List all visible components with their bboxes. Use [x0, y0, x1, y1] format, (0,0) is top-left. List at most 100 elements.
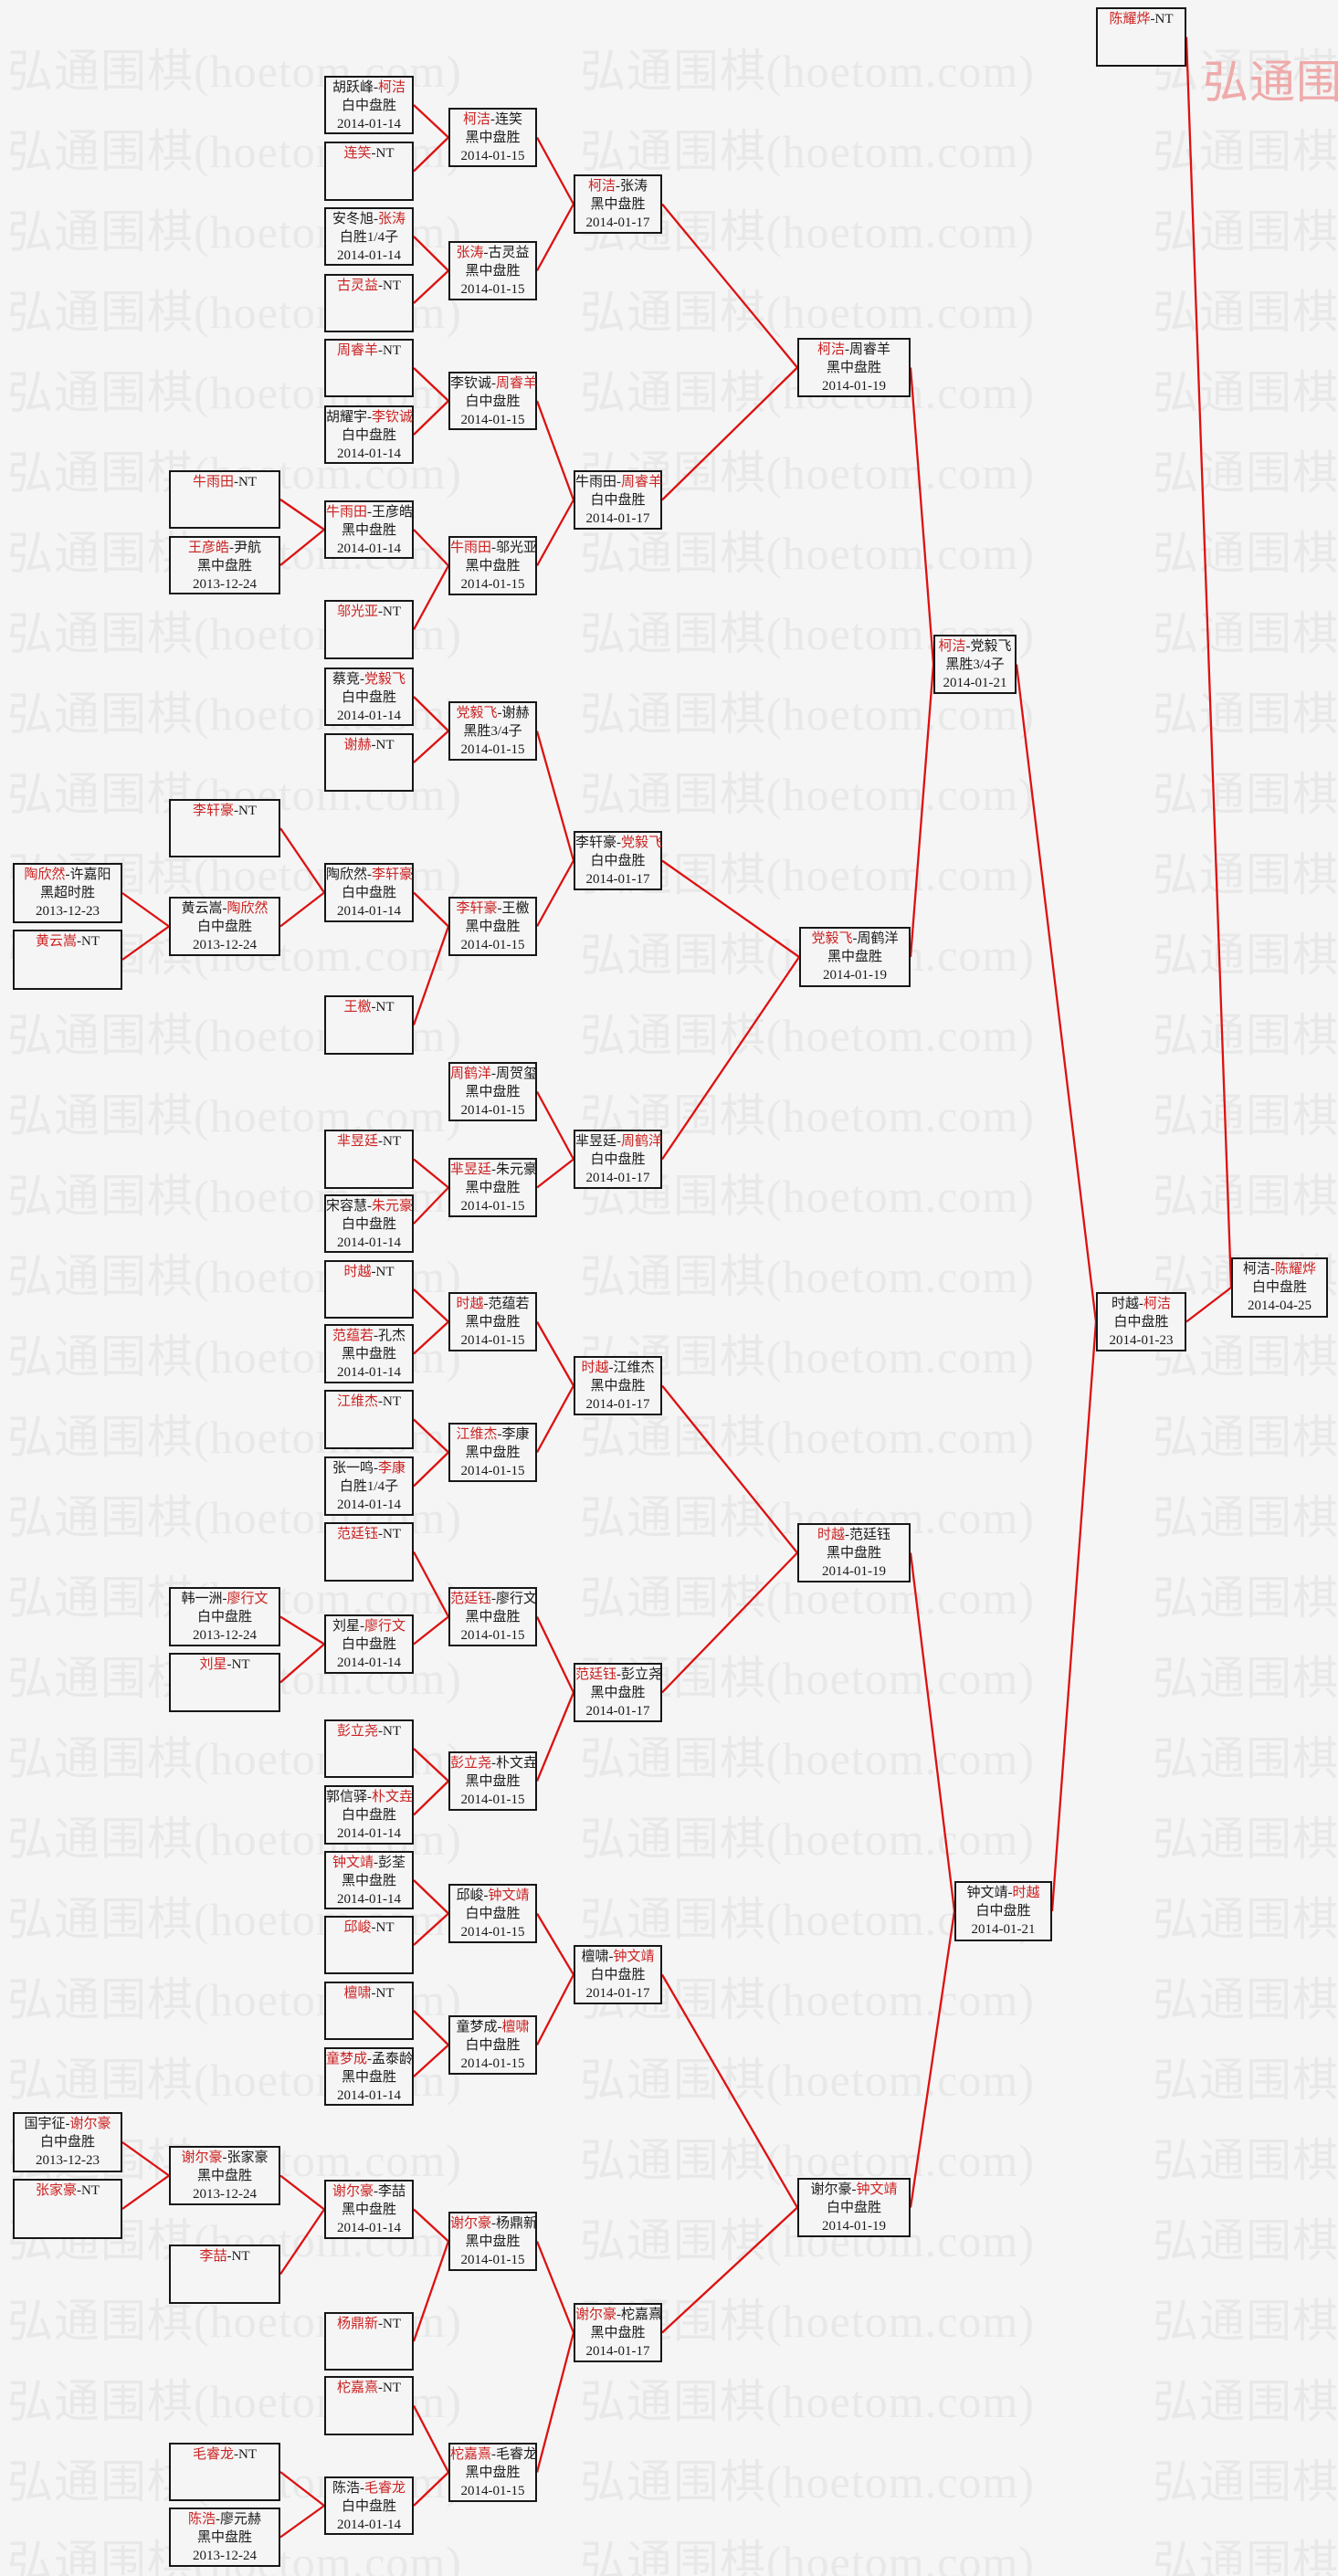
match-box: 檀啸-NT — [324, 1982, 414, 2040]
bracket-connector — [413, 1879, 449, 1915]
player-name: 时越 — [1012, 1886, 1040, 1900]
match-players: 柁嘉熹-NT — [326, 2379, 412, 2397]
match-box: 时越-江维杰 黑中盘胜 2014-01-17 — [574, 1356, 662, 1415]
match-players: 宋容慧-朱元豪 — [326, 1197, 413, 1215]
match-result: 黑中盘胜 — [341, 2070, 396, 2085]
player-separator: - — [483, 246, 489, 260]
player-name: 谢赫 — [501, 706, 530, 720]
match-result: 黑中盘胜 — [465, 264, 521, 279]
player-name: 黄云嵩 — [181, 901, 223, 916]
player-separator: - — [616, 836, 622, 850]
player-name: 党毅飞 — [364, 672, 406, 687]
match-box: 毛睿龙-NT — [169, 2443, 280, 2501]
bracket-connector — [535, 2332, 575, 2473]
match-box: 邱峻-NT — [324, 1916, 414, 1974]
match-date: 2014-01-19 — [823, 968, 887, 983]
match-date: 2014-01-17 — [585, 872, 650, 887]
match-date: 2013-12-24 — [193, 577, 257, 592]
player-name: 周睿羊 — [496, 376, 538, 391]
player-name: 周睿羊 — [849, 342, 891, 357]
match-box: 张家豪-NT — [13, 2179, 122, 2239]
no-opponent-label: NT — [238, 475, 257, 489]
match-date: 2014-01-23 — [1109, 1333, 1174, 1348]
bracket-connector — [413, 529, 449, 567]
player-separator: - — [491, 1162, 497, 1177]
player-name: 范廷钰 — [450, 1592, 492, 1606]
match-result: 白胜1/4子 — [339, 1479, 399, 1494]
match-box: 檀啸-钟文靖 白中盘胜 2014-01-17 — [574, 1945, 662, 2004]
match-players: 范蕴若-孔杰 — [326, 1327, 412, 1345]
match-date: 2014-01-17 — [585, 216, 650, 230]
match-date: 2014-01-15 — [460, 1628, 525, 1643]
match-box: 时越-NT — [324, 1260, 414, 1319]
match-box: 党毅飞-周鹤洋 黑中盘胜 2014-01-19 — [799, 927, 911, 987]
match-box: 牛雨田-王彦皓 黑中盘胜 2014-01-14 — [324, 500, 414, 559]
match-date: 2014-01-14 — [337, 1826, 401, 1841]
bracket-connector — [412, 1551, 450, 1618]
bracket-connector — [121, 925, 170, 961]
player-name: 廖元赫 — [220, 2512, 262, 2527]
match-date: 2014-01-19 — [822, 1564, 886, 1579]
match-box: 时越-范廷钰 黑中盘胜 2014-01-19 — [797, 1523, 911, 1582]
no-opponent-label: NT — [375, 1920, 395, 1935]
player-separator: - — [616, 179, 620, 194]
match-box: 党毅飞-谢赫 黑胜3/4子 2014-01-15 — [448, 701, 537, 761]
match-date: 2014-01-14 — [337, 904, 401, 919]
player-name: 谢尔豪 — [332, 2184, 374, 2199]
no-opponent-label: NT — [383, 1724, 401, 1739]
match-date: 2014-01-15 — [460, 1464, 525, 1478]
bracket-connector — [413, 2208, 449, 2243]
match-date: 2014-01-14 — [337, 2221, 401, 2235]
match-box: 童梦成-檀啸 白中盘胜 2014-01-15 — [448, 2015, 537, 2075]
match-players: 李喆-NT — [171, 2247, 279, 2266]
watermark-text: 弘通围棋(hoetom.com)弘通围棋(hoetom.com)弘通围棋(hoe… — [7, 126, 1338, 177]
match-date: 2014-01-15 — [460, 1333, 525, 1348]
player-name: 毛睿龙 — [496, 2447, 538, 2462]
match-date: 2014-01-15 — [460, 2056, 525, 2071]
match-date: 2014-01-15 — [460, 577, 525, 592]
player-name: 孔杰 — [378, 1329, 406, 1343]
player-name: 张家豪 — [227, 2150, 269, 2165]
match-result: 白中盘胜 — [341, 428, 396, 443]
match-result: 黑胜3/4子 — [463, 724, 522, 739]
player-separator: - — [371, 1986, 376, 2001]
match-players: 柁嘉熹-毛睿龙 — [450, 2445, 538, 2464]
player-name: 柯洁 — [587, 179, 616, 194]
bracket-connector — [536, 1912, 574, 1976]
player-name: 江维杰 — [613, 1361, 655, 1375]
match-box: 蔡竞-党毅飞 白中盘胜 2014-01-14 — [324, 668, 414, 726]
player-name: 李轩豪 — [456, 901, 498, 916]
match-box: 范蕴若-孔杰 黑中盘胜 2014-01-14 — [324, 1324, 414, 1383]
bracket-connector — [121, 2174, 170, 2210]
bracket-connector — [535, 499, 575, 567]
match-result: 白中盘胜 — [341, 1808, 396, 1823]
match-result: 黑中盘胜 — [465, 1181, 521, 1195]
player-separator: - — [965, 639, 971, 654]
bracket-connector — [279, 499, 325, 531]
match-players: 谢尔豪-杨鼎新 — [450, 2214, 537, 2233]
player-name: 钟文靖 — [488, 1888, 530, 1903]
match-players: 范廷钰-廖行文 — [450, 1590, 537, 1608]
no-opponent-label: NT — [238, 2447, 257, 2462]
match-players: 陈浩-毛睿龙 — [326, 2479, 412, 2497]
player-separator: - — [65, 867, 70, 882]
bracket-connector — [1050, 1321, 1098, 1912]
bracket-connector — [413, 1615, 449, 1645]
player-name: 周贺玺 — [496, 1067, 538, 1081]
player-separator: - — [374, 80, 378, 95]
match-box: 黄云嵩-NT — [13, 930, 122, 990]
no-opponent-label: NT — [231, 2249, 250, 2264]
match-box: 张一鸣-李康 白胜1/4子 2014-01-14 — [324, 1456, 414, 1516]
no-opponent-label: NT — [81, 2183, 100, 2198]
player-name: 李轩豪 — [372, 867, 414, 882]
match-box: 胡跃峰-柯洁 白中盘胜 2014-01-14 — [324, 76, 414, 134]
bracket-connector — [661, 1973, 798, 2209]
bracket-connector — [121, 2141, 170, 2177]
player-separator: - — [229, 541, 234, 555]
match-players: 牛雨田-周睿羊 — [575, 473, 662, 491]
player-name: 邬光亚 — [496, 541, 538, 555]
player-name: 芈昱廷 — [575, 1134, 617, 1149]
watermark-text: 弘通围棋(hoetom.com)弘通围棋(hoetom.com)弘通围棋(hoe… — [7, 1814, 1338, 1865]
match-date: 2014-01-14 — [337, 248, 401, 263]
